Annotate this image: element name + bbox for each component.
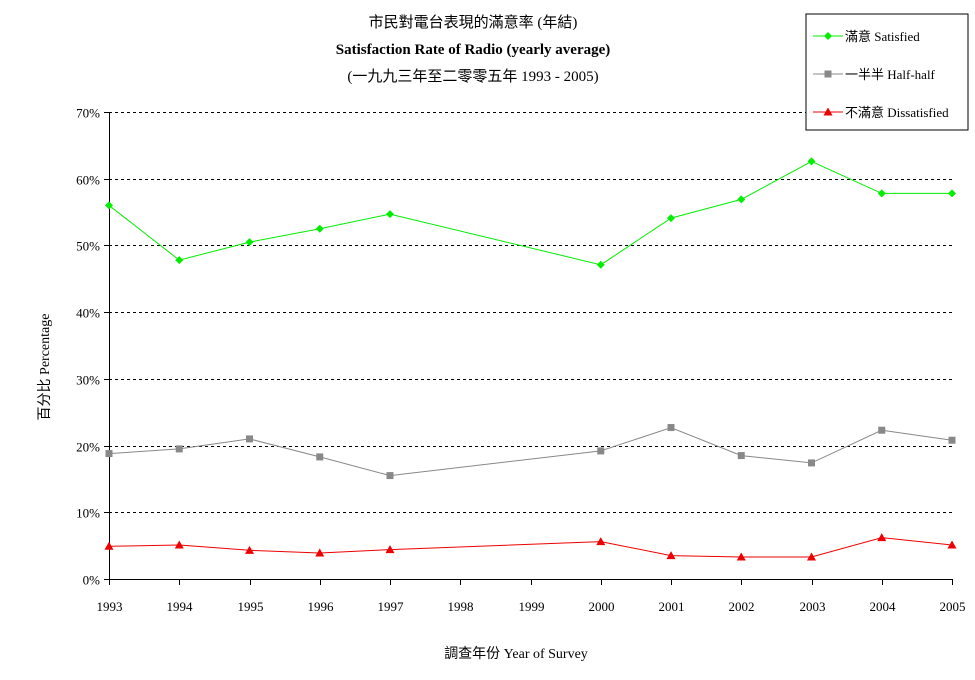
data-point [315,224,324,233]
legend-swatch-marker [824,32,832,40]
legend-swatch-marker [824,70,832,78]
data-point [105,450,113,458]
data-point [877,533,887,542]
x-tick-label: 2001 [659,599,685,614]
y-tick-label: 60% [76,173,100,188]
y-tick-label: 10% [76,506,100,521]
chart-title-line-2: Satisfaction Rate of Radio (yearly avera… [336,42,611,58]
data-point [316,453,324,461]
data-point [807,552,816,561]
legend-item: 不滿意 Dissatisfied [813,105,949,120]
x-tick-label: 1997 [378,599,405,614]
data-point [948,189,956,198]
legend-item: 滿意 Satisfied [813,29,920,44]
data-point [245,238,254,247]
x-axis-ticks: 1993 1994 1995 1996 1997 1998 1999 2000 2001 2002… [97,579,966,614]
y-tick-label: 40% [76,306,100,321]
data-point [666,551,676,560]
data-point [315,548,325,557]
legend-items: 滿意 Satisfied 一半半 Half-half 不滿意 Dissatisfie… [813,29,949,120]
chart-title-line-1: 市民對電台表現的滿意率 (年結) [369,13,578,31]
legend-swatch-marker [823,107,833,116]
legend-item: 一半半 Half-half [813,67,936,82]
data-point [878,426,886,434]
legend-label: 滿意 Satisfied [845,29,920,44]
y-tick-label: 30% [76,373,100,388]
data-point [737,452,745,460]
x-tick-label: 2002 [729,599,755,614]
data-point [667,424,675,432]
data-point [175,445,183,453]
series-line [108,160,952,266]
x-tick-label: 1999 [519,599,545,614]
data-point [947,540,957,549]
series-1 [105,424,956,480]
x-tick-label: 2005 [940,599,966,614]
data-point [104,541,114,550]
x-tick-label: 2004 [870,599,897,614]
y-tick-label: 50% [76,239,100,254]
legend: 滿意 Satisfied 一半半 Half-half 不滿意 Dissatisfie… [805,13,969,131]
legend-box [805,13,969,131]
series-line [108,427,953,477]
x-tick-label: 2000 [589,599,615,614]
x-tick-label: 1995 [238,599,264,614]
data-point [385,545,395,554]
data-point [175,256,184,265]
legend-label: 不滿意 Dissatisfied [845,105,949,120]
data-point [174,540,184,549]
y-tick-label: 70% [76,106,100,121]
data-point [105,201,113,210]
data-series [104,157,957,561]
legend-label: 一半半 Half-half [845,67,936,82]
x-tick-label: 1996 [308,599,335,614]
grid-lines [109,112,952,513]
x-tick-label: 1994 [167,599,194,614]
data-point [596,537,606,546]
data-point [597,447,605,455]
x-tick-label: 1993 [97,599,123,614]
data-point [736,552,746,561]
axes [109,112,952,580]
data-point [386,210,394,219]
x-tick-label: 2003 [800,599,826,614]
series-2 [104,533,957,561]
data-point [877,189,886,198]
y-tick-label: 0% [83,573,101,588]
data-point [596,260,605,269]
data-point [386,472,394,480]
series-0 [105,157,956,269]
data-point [948,436,956,444]
data-point [667,214,675,223]
series-line [108,537,953,558]
data-point [808,459,815,467]
x-axis-label: 調查年份 Year of Survey [444,646,588,662]
y-axis-ticks: 0% 10% 20% 30% 40% 50% 60% 70% [76,106,109,588]
chart-title-line-3: (一九九三年至二零零五年 1993 - 2005) [347,68,598,85]
data-point [246,435,253,443]
y-axis-label: 百分比 Percentage [37,314,53,421]
data-point [245,545,254,554]
data-point [737,195,746,204]
x-tick-label: 1998 [448,599,474,614]
data-point [807,157,816,166]
y-tick-label: 20% [76,440,100,455]
